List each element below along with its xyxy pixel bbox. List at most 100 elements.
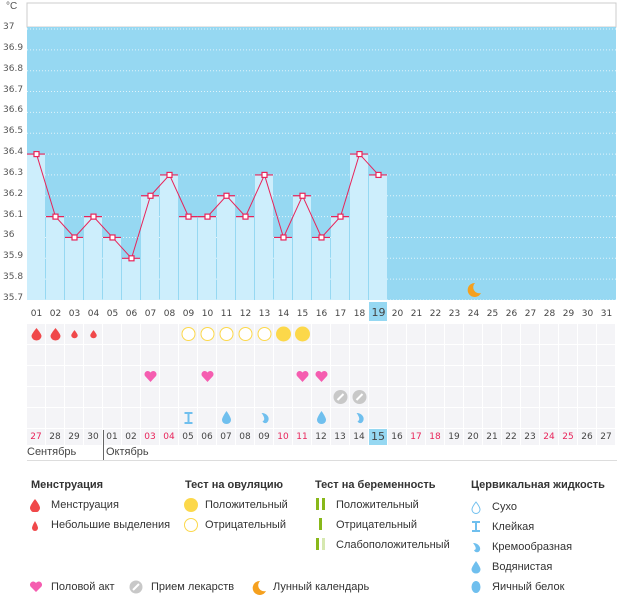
grid-cell xyxy=(103,345,121,365)
calendar-date[interactable]: 11 xyxy=(293,429,311,445)
temperature-bar xyxy=(236,216,254,300)
legend-sex: Половой акт xyxy=(29,581,115,593)
grid-cell xyxy=(578,345,596,365)
filled-circle-icon xyxy=(184,498,198,512)
grid-cell xyxy=(578,324,596,344)
grid-cell xyxy=(407,366,425,386)
dry-drop-icon xyxy=(471,501,481,514)
day-label: 19 xyxy=(372,306,386,319)
calendar-date[interactable]: 21 xyxy=(483,429,501,445)
temperature-point xyxy=(356,150,363,158)
grid-cell xyxy=(179,366,197,386)
unit-label: °C xyxy=(6,1,18,12)
day-label: 04 xyxy=(88,309,100,319)
calendar-date[interactable]: 05 xyxy=(179,429,197,445)
grid-cell xyxy=(103,324,121,344)
temperature-chart: 01 02 03 04 05 06 07 08 09 10 11 12 13 14 15 16 17 18 19 20… xyxy=(26,2,617,428)
grid-cell xyxy=(103,387,121,407)
calendar-date[interactable]: 08 xyxy=(236,429,254,445)
grid-cell xyxy=(141,408,159,428)
y-tick-label: 36.6 xyxy=(3,105,24,116)
grid-cell xyxy=(502,345,520,365)
calendar-today[interactable]: 15 xyxy=(369,429,387,445)
grid-cell xyxy=(122,345,140,365)
creamy-fluid-icon xyxy=(261,413,269,424)
grid-cell xyxy=(331,408,349,428)
grid-cell xyxy=(312,345,330,365)
legend-pregnancy-positive: Положительный xyxy=(316,498,419,511)
y-tick-label: 36.2 xyxy=(3,188,24,199)
day-label: 01 xyxy=(31,309,42,319)
calendar-date[interactable]: 24 xyxy=(540,429,558,445)
grid-cell xyxy=(464,366,482,386)
grid-cell xyxy=(597,387,615,407)
calendar-date[interactable]: 16 xyxy=(388,429,406,445)
day-label: 22 xyxy=(430,309,441,319)
legend-ovulation-positive: Положительный xyxy=(184,498,288,512)
grid-cell xyxy=(103,408,121,428)
grid-cell xyxy=(46,366,64,386)
calendar-date[interactable]: 22 xyxy=(502,429,520,445)
grid-cell xyxy=(27,366,45,386)
day-label: 23 xyxy=(449,309,460,319)
grid-cell xyxy=(388,408,406,428)
calendar-date[interactable]: 20 xyxy=(464,429,482,445)
grid-cell xyxy=(122,366,140,386)
grid-cell xyxy=(483,345,501,365)
calendar-date[interactable]: 18 xyxy=(426,429,444,445)
grid-cell xyxy=(84,408,102,428)
calendar-date[interactable]: 26 xyxy=(578,429,596,445)
legend-pregnancy-negative: Отрицательный xyxy=(319,518,417,531)
calendar-date[interactable]: 06 xyxy=(198,429,216,445)
calendar-date[interactable]: 17 xyxy=(407,429,425,445)
calendar-date[interactable]: 04 xyxy=(160,429,178,445)
calendar-date[interactable]: 23 xyxy=(521,429,539,445)
grid-cell xyxy=(369,408,387,428)
heart-icon xyxy=(144,370,157,382)
calendar-date[interactable]: 14 xyxy=(350,429,368,445)
legend-fluid-creamy: Кремообразная xyxy=(473,541,572,553)
grid-cell xyxy=(597,345,615,365)
calendar-date[interactable]: 03 xyxy=(141,429,159,445)
grid-cell xyxy=(312,324,330,344)
grid-cell xyxy=(597,408,615,428)
grid-cell xyxy=(179,387,197,407)
temperature-bar xyxy=(274,237,292,300)
calendar-date[interactable]: 27 xyxy=(27,429,45,445)
legend-menstruation-title: Менструация xyxy=(31,479,104,491)
calendar-date[interactable]: 25 xyxy=(559,429,577,445)
calendar-date[interactable]: 02 xyxy=(122,429,140,445)
calendar-date[interactable]: 19 xyxy=(445,429,463,445)
grid-cell xyxy=(160,345,178,365)
small-drop-icon xyxy=(32,521,38,531)
grid-cell xyxy=(445,366,463,386)
grid-cell xyxy=(464,345,482,365)
sticky-fluid-icon xyxy=(184,412,193,424)
day-label: 12 xyxy=(240,309,251,319)
calendar-date[interactable]: 07 xyxy=(217,429,235,445)
day-label: 30 xyxy=(582,309,594,319)
grid-cell xyxy=(426,324,444,344)
grid-cell xyxy=(198,387,216,407)
day-label: 10 xyxy=(202,309,214,319)
day-label: 17 xyxy=(335,309,346,319)
grid-cell xyxy=(388,387,406,407)
y-tick-label: 35.9 xyxy=(3,251,24,262)
grid-cell xyxy=(540,324,558,344)
calendar-date[interactable]: 27 xyxy=(597,429,615,445)
heart-icon xyxy=(201,370,214,382)
calendar-date[interactable]: 01 xyxy=(103,429,121,445)
calendar-date[interactable]: 28 xyxy=(46,429,64,445)
calendar-date[interactable]: 13 xyxy=(331,429,349,445)
calendar-date[interactable]: 09 xyxy=(255,429,273,445)
small-drop-icon xyxy=(90,330,97,339)
grid-cell xyxy=(255,408,273,428)
calendar-date[interactable]: 30 xyxy=(84,429,102,445)
day-label: 06 xyxy=(126,309,138,319)
calendar-date[interactable]: 12 xyxy=(312,429,330,445)
legend-spotting: Небольшие выделения xyxy=(32,519,170,531)
calendar-date[interactable]: 29 xyxy=(65,429,83,445)
temperature-bar xyxy=(350,154,368,300)
grid-cell xyxy=(274,345,292,365)
calendar-date[interactable]: 10 xyxy=(274,429,292,445)
